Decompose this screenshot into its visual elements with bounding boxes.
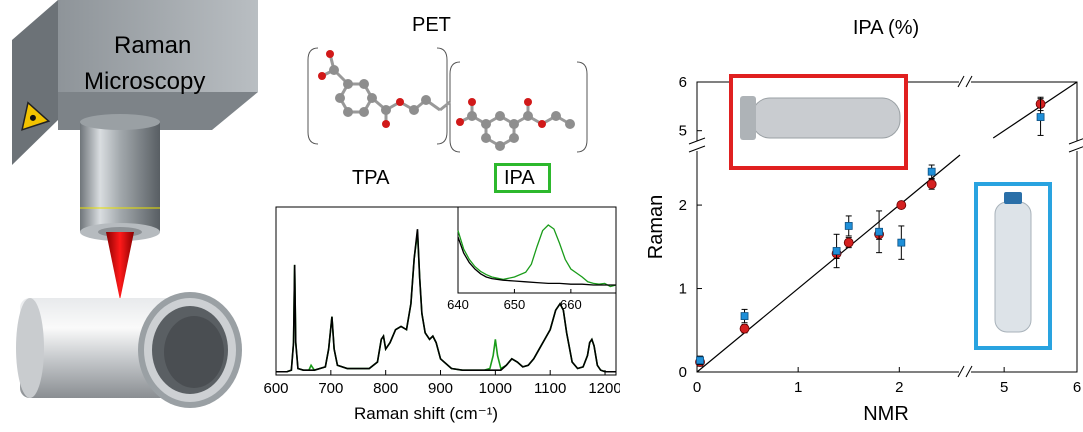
x-tick-label: 1000 [479,380,512,397]
data-point-red [843,237,854,248]
x-tick-label: 700 [318,380,343,397]
x-axis-title: NMR [863,403,909,425]
data-point-blue [696,356,704,365]
box-side [12,0,58,165]
inset-x-tick-label: 660 [560,297,582,312]
axis-break-gap [959,77,971,87]
y-tick-label: 1 [679,281,687,298]
ipa-highlight-box [494,163,551,193]
ipa-label: IPA [504,167,535,189]
axis-break-mark [688,137,706,145]
y-tick-label: 0 [679,364,687,381]
fit-line-upper [992,81,1078,139]
y-tick-label: 5 [679,123,687,140]
data-point-blue [1036,113,1045,121]
preform-neck [740,96,756,140]
x-tick-label: 900 [428,380,453,397]
microscope-title-line1: Raman [114,32,192,59]
chart-title: IPA (%) [853,17,919,39]
inset-line-1 [457,236,616,286]
y-tick-label: 2 [679,197,687,214]
data-point-blue [875,227,883,236]
laser-beam [106,232,134,300]
x-tick-label: 800 [373,380,398,397]
axis-break-mark [965,365,973,378]
data-point-red [896,200,907,210]
x-tick-label: 1200 [588,380,620,397]
axis-break-mark [965,75,973,88]
objective-lens [80,122,160,232]
axis-break-mark [688,145,706,153]
x-tick-label: 0 [693,379,701,396]
pet-molecule [307,47,588,153]
x-tick-label: 600 [263,380,288,397]
x-axis-title: Raman shift (cm⁻¹) [354,404,498,423]
inset-frame [457,206,617,294]
microscope-illustration [12,0,258,408]
inset-line-0 [457,224,617,288]
nmr-raman-scatter-chart: IPA (%) 0 1 2 5 6 0 1 2 5 6 NMR Raman [645,17,1083,425]
bottle-cap [1004,192,1022,204]
axis-break-gap [689,141,705,151]
microscope-title-line2: Microscopy [84,68,206,95]
y-tick-label: 6 [679,74,687,91]
data-point-red [739,323,750,334]
x-tick-label: 2 [895,379,903,396]
axis-break-mark [957,75,965,88]
box-front [58,0,258,92]
preform-icon [751,97,901,139]
fit-line-lower [696,154,961,373]
inset-x-tick-label: 640 [447,297,469,312]
x-tick-label: 1100 [534,380,566,397]
data-point-blue [897,238,906,247]
axis-break-gap [1069,141,1083,151]
data-point-blue [832,247,841,255]
data-point-blue [927,167,936,176]
laser-warning-icon [21,101,51,131]
data-point-blue [844,222,853,230]
inset-x-tick-label: 650 [504,297,526,312]
x-tick-label: 5 [1000,379,1008,396]
data-point-red [926,179,937,190]
raman-spectrum-chart: 600 700 800 900 1000 1100 1200 Raman shift (cm⁻… [263,206,620,423]
spectrum-line-1 [276,229,616,373]
bottle-icon [994,201,1032,333]
y-axis-title: Raman [645,195,667,259]
x-tick-label: 6 [1073,379,1081,396]
x-tick-label: 1 [794,379,802,396]
axis-break-gap [959,367,971,377]
data-point-blue [740,312,749,320]
axis-break-mark [957,365,965,378]
axis-break-mark [1068,146,1083,153]
axis-break-mark [1068,138,1083,145]
tpa-label: TPA [352,167,390,189]
molecule-title: PET [412,14,451,36]
